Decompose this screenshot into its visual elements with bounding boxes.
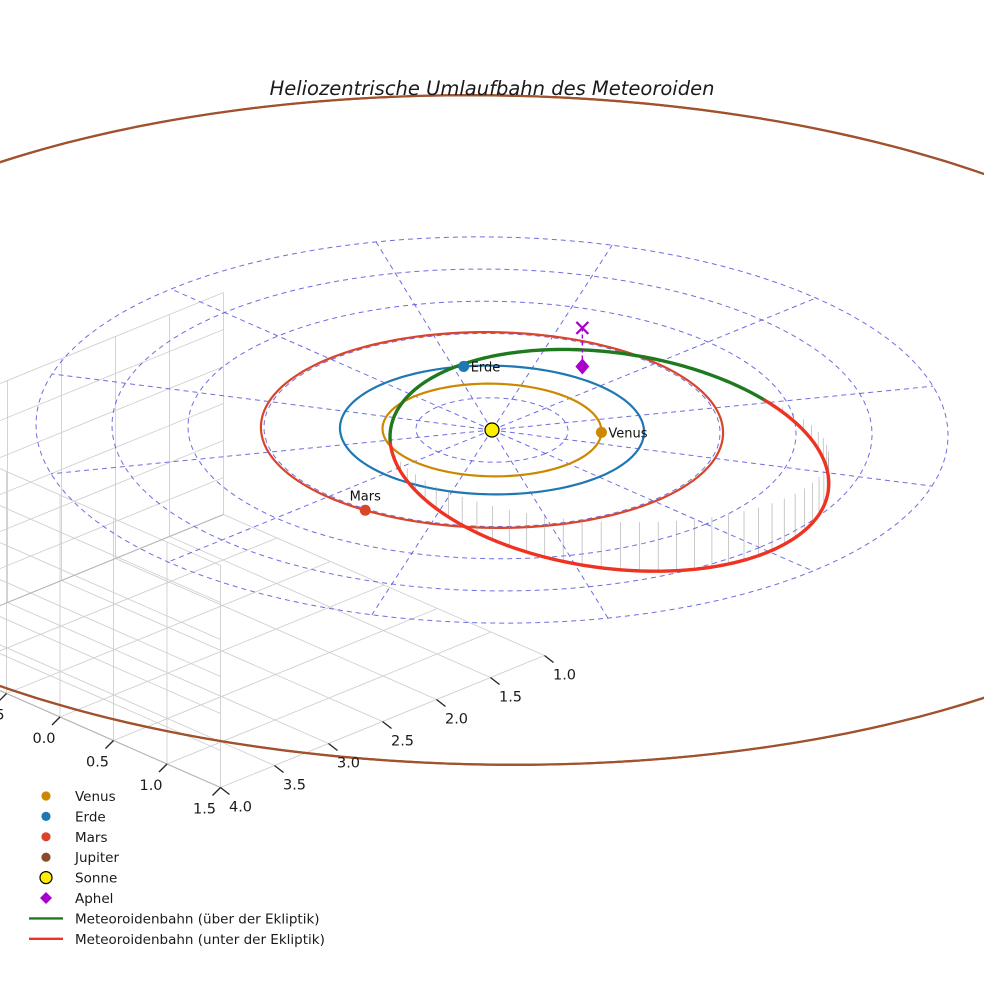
ecliptic-polar-grid [35,236,949,624]
marker-mars [359,504,371,516]
legend-label: Venus [75,789,116,805]
xtick-3: 0.0 [32,731,55,747]
marker-sonne [484,422,500,438]
legend-item: Aphel [40,891,113,907]
legend-label: Meteoroidenbahn (unter der Ekliptik) [75,932,325,948]
meteoroid-arc [388,398,831,573]
legend-label: Sonne [75,871,117,887]
legend-marker-circle [39,870,53,885]
legend-item: Venus [41,789,116,805]
label-venus: Venus [608,426,647,441]
xtick-5: 1.0 [139,778,162,794]
legend-item: Mars [41,830,108,846]
xtick-2: -0.5 [0,708,5,724]
label-erde: Erde [471,360,501,375]
ytick-4: 3.0 [337,756,360,772]
body-markers: Venus Erde Mars [350,321,648,516]
axis-ticks: -1.5-1.0-0.50.00.51.01.51.01.52.02.53.03… [0,654,576,818]
legend-label: Erde [75,809,106,825]
legend-label: Jupiter [74,850,119,866]
legend: Venus Erde Mars Jupiter Sonne Aphel Meteoroide… [29,789,325,948]
legend-label: Meteoroidenbahn (über der Ekliptik) [75,911,320,927]
legend-item: Sonne [39,870,117,887]
orbit-venus [381,382,603,478]
meteoroid-arc [398,347,767,408]
label-mars: Mars [350,489,382,504]
meteoroid-arc [388,404,402,443]
orbit-jupiter [0,94,984,766]
marker-aphel [575,358,590,375]
legend-marker-circle [41,832,51,842]
xtick-4: 0.5 [86,755,109,771]
legend-marker-diamond [40,892,52,904]
xtick-6: 1.5 [193,802,216,818]
legend-label: Mars [75,830,108,846]
ytick-1: 1.5 [499,690,522,706]
meteoroid-orbit [388,347,831,573]
legend-item: Meteoroidenbahn (über der Ekliptik) [29,911,320,927]
orbit-erde [338,364,646,496]
orbit-mars [259,331,725,529]
aphel-ecliptic-x [575,321,590,335]
legend-marker-circle [41,811,51,822]
legend-item: Erde [41,809,106,825]
legend-item: Jupiter [41,850,119,866]
legend-label: Aphel [75,891,113,907]
legend-marker-circle [41,791,51,801]
ytick-3: 2.5 [391,734,414,750]
legend-item: Meteoroidenbahn (unter der Ekliptik) [29,932,325,948]
ytick-5: 3.5 [283,778,306,794]
planet-orbits [0,94,984,766]
ytick-6: 4.0 [229,800,252,816]
marker-erde [458,360,470,372]
marker-venus [595,426,607,438]
ytick-0: 1.0 [553,668,576,684]
ytick-2: 2.0 [445,712,468,728]
legend-marker-circle [41,852,51,862]
